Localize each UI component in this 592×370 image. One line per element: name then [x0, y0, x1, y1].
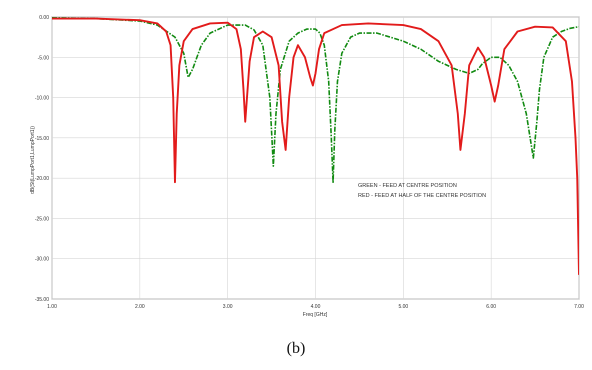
legend-entry-red: RED - FEED AT HALF OF THE CENTRE POSITIO… [358, 193, 486, 199]
series-line-red [52, 17, 579, 275]
x-axis-label: Freq [GHz] [303, 312, 328, 318]
y-tick-label: -15.00 [35, 136, 49, 142]
x-tick-label: 7.00 [574, 304, 584, 310]
y-tick-label: -10.00 [35, 96, 49, 102]
y-tick-label: -35.00 [35, 297, 49, 303]
figure-caption: (b) [286, 340, 306, 357]
y-tick-label: -25.00 [35, 216, 49, 222]
tick-labels: 1.00 2.00 3.00 4.00 5.00 6.00 7.00 0.00 -5.00 -10… [35, 15, 584, 310]
y-axis-label: dB(St(LumpPort1,LumpPort1)) [30, 126, 36, 194]
y-tick-label: -5.00 [38, 55, 50, 61]
x-tick-label: 3.00 [223, 304, 233, 310]
x-tick-label: 1.00 [47, 304, 57, 310]
series-line-green [52, 17, 579, 183]
x-tick-label: 4.00 [311, 304, 321, 310]
y-tick-label: 0.00 [39, 15, 49, 21]
y-tick-label: -30.00 [35, 257, 49, 263]
x-tick-label: 6.00 [486, 304, 496, 310]
y-tick-label: -20.00 [35, 176, 49, 182]
legend-entry-green: GREEN - FEED AT CENTRE POSITION [358, 183, 457, 189]
x-tick-label: 2.00 [135, 304, 145, 310]
series-layer [52, 17, 579, 275]
x-tick-label: 5.00 [398, 304, 408, 310]
